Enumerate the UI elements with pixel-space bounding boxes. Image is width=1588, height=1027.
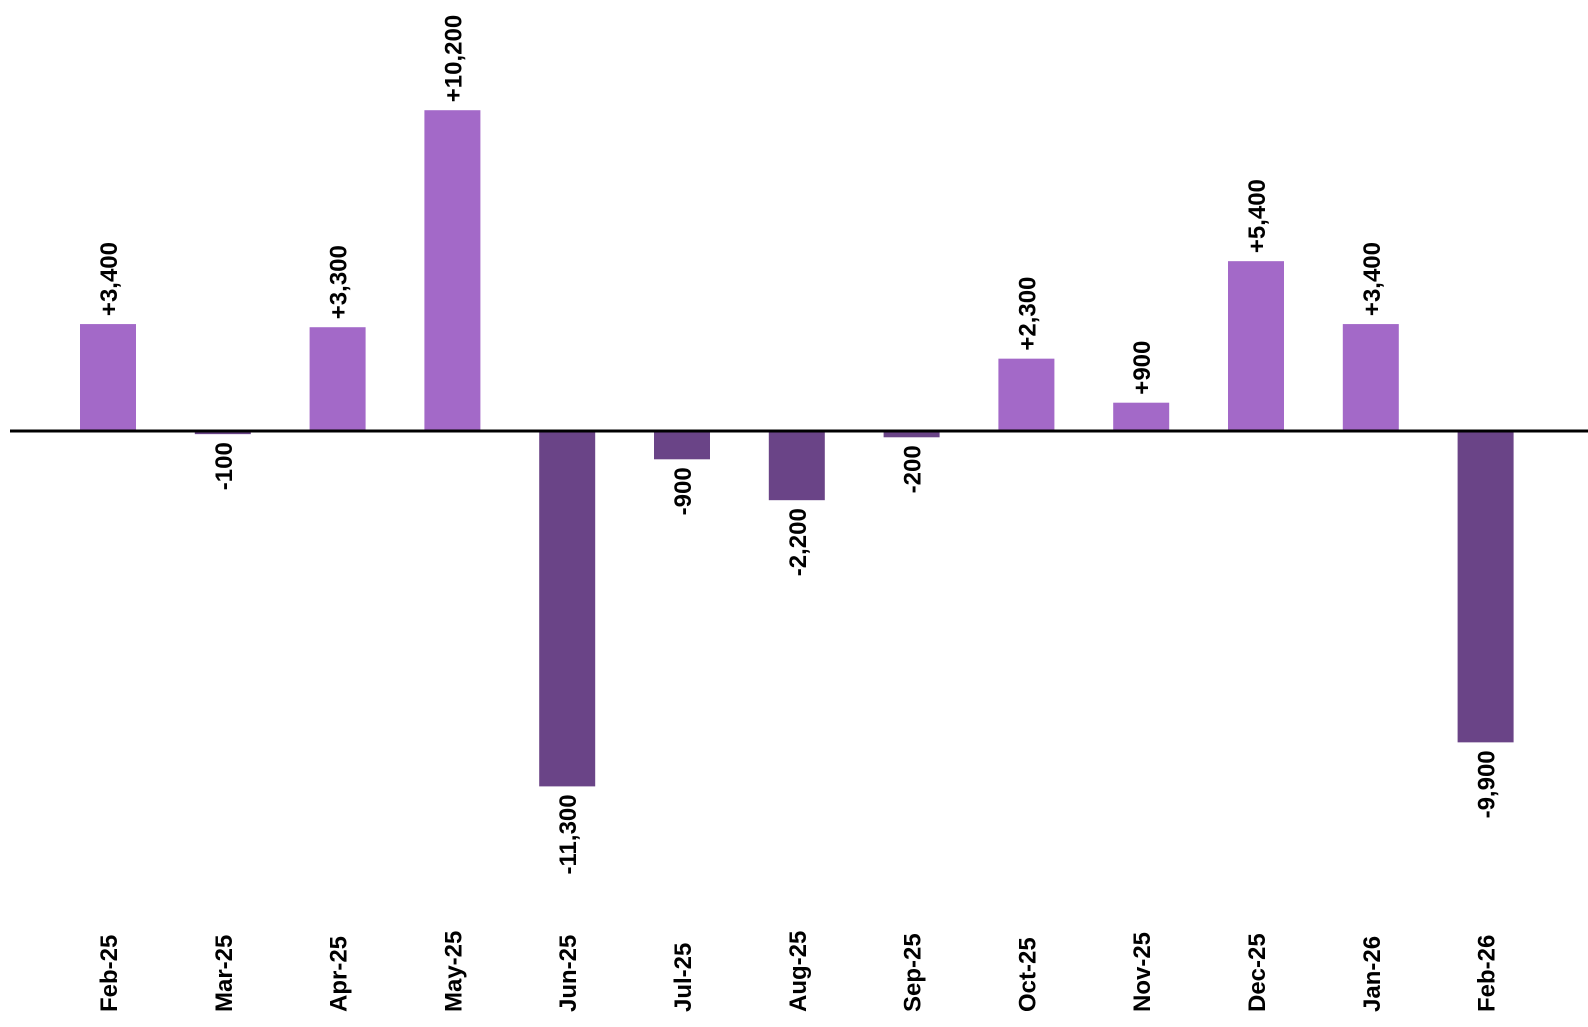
category-labels-group: Feb-25 Mar-25 Apr-25 May-25 Jun-25 Jul-25 Aug-… xyxy=(96,931,1501,1012)
x-tick-label: Dec-25 xyxy=(1244,933,1271,1012)
bar-jun-25 xyxy=(539,431,596,787)
data-label: -9,900 xyxy=(1474,750,1501,818)
value-labels-group: +3,400 -100 +3,300 +10,200 -11,300 -900 -2,200… xyxy=(96,15,1501,875)
x-tick-label: Apr-25 xyxy=(326,936,353,1012)
x-tick-label: Oct-25 xyxy=(1014,937,1041,1012)
data-label: +3,400 xyxy=(96,242,123,316)
bar-feb-25 xyxy=(80,324,136,431)
bar-feb-26 xyxy=(1457,431,1514,743)
data-label: +5,400 xyxy=(1244,179,1271,253)
x-tick-label: Jun-25 xyxy=(555,935,582,1012)
data-label: -2,200 xyxy=(785,508,812,576)
bars-group xyxy=(80,110,1514,787)
x-tick-label: Feb-25 xyxy=(96,935,123,1012)
data-label: -200 xyxy=(900,445,927,493)
bar-apr-25 xyxy=(309,327,366,431)
bar-aug-25 xyxy=(768,431,825,501)
x-tick-label: Jan-26 xyxy=(1359,936,1386,1012)
data-label: +3,300 xyxy=(326,245,353,319)
data-label: +3,400 xyxy=(1359,242,1386,316)
bar-dec-25 xyxy=(1228,261,1284,431)
bar-oct-25 xyxy=(998,358,1055,431)
bar-sep-25 xyxy=(883,431,940,438)
x-tick-label: May-25 xyxy=(440,931,467,1012)
x-tick-label: Feb-26 xyxy=(1474,935,1501,1012)
x-tick-label: Nov-25 xyxy=(1129,932,1156,1012)
x-tick-label: Jul-25 xyxy=(670,943,697,1012)
data-label: +2,300 xyxy=(1014,277,1041,351)
data-label: -11,300 xyxy=(555,794,582,874)
x-tick-label: Aug-25 xyxy=(785,931,812,1012)
x-tick-label: Mar-25 xyxy=(211,935,238,1012)
bar-nov-25 xyxy=(1113,402,1170,431)
data-label: +900 xyxy=(1129,341,1156,395)
bar-jan-26 xyxy=(1342,324,1399,431)
bar-jul-25 xyxy=(654,431,710,460)
x-tick-label: Sep-25 xyxy=(900,933,927,1012)
data-label: -900 xyxy=(670,467,697,515)
bar-mar-25 xyxy=(194,431,251,435)
bar-may-25 xyxy=(424,110,481,432)
data-label: -100 xyxy=(211,442,238,490)
data-label: +10,200 xyxy=(440,15,467,102)
